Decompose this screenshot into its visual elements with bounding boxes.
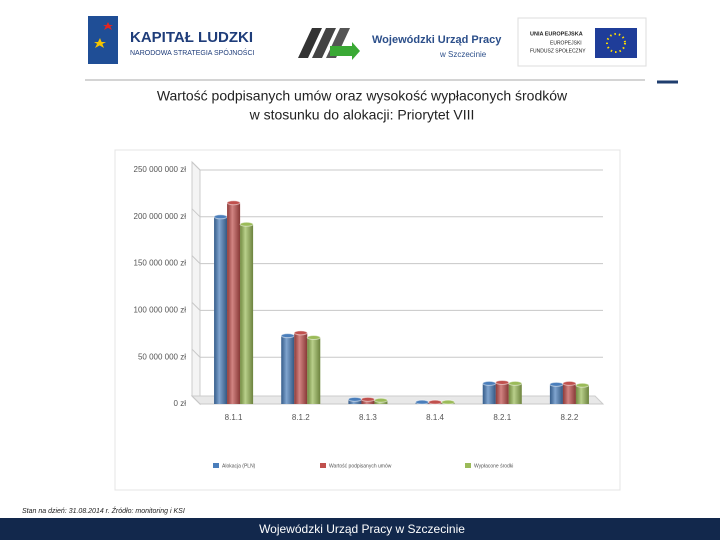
logo-eu: UNIA EUROPEJSKA EUROPEJSKI FUNDUSZ SPOŁE… xyxy=(517,17,647,67)
bar-shade xyxy=(508,383,522,404)
bar-top xyxy=(508,380,523,386)
grid-line xyxy=(191,302,603,311)
bar-top xyxy=(441,399,456,405)
bar-shade xyxy=(214,216,228,404)
bar-group xyxy=(213,214,228,404)
bar-top xyxy=(415,399,430,405)
bar-top xyxy=(226,200,241,206)
logo-text: UNIA EUROPEJSKA xyxy=(530,31,583,37)
bar-top xyxy=(575,382,590,388)
x-tick-label: 8.2.2 xyxy=(561,413,579,422)
legend-swatch xyxy=(465,463,471,468)
bar-shade xyxy=(575,385,589,404)
bar-group xyxy=(226,200,241,404)
legend-swatch xyxy=(213,463,219,468)
y-tick-label: 50 000 000 zł xyxy=(138,352,186,361)
grid-line xyxy=(191,208,603,218)
floor xyxy=(190,395,605,405)
y-tick-label: 200 000 000 zł xyxy=(134,212,187,221)
logo-text: FUNDUSZ SPOŁECZNY xyxy=(530,48,586,54)
bar-group xyxy=(306,335,321,404)
bar-top xyxy=(239,221,254,227)
footer-text: Wojewódzki Urząd Pracy w Szczecinie xyxy=(259,522,465,536)
bar-group xyxy=(347,396,362,404)
bar-top xyxy=(360,396,375,402)
footer-bar xyxy=(0,518,720,540)
bar-group xyxy=(508,380,523,404)
logo-wup: Wojewódzki Urząd Pracy w Szczecinie xyxy=(298,28,502,60)
bar-group xyxy=(562,380,577,404)
bar-group xyxy=(482,380,497,404)
legend-swatch xyxy=(320,463,326,468)
bar-shade xyxy=(562,383,576,404)
logo-kapital-ludzki: KAPITAŁ LUDZKI NARODOWA STRATEGIA SPÓJNO… xyxy=(88,16,255,64)
bar-group xyxy=(415,399,430,405)
bar-top xyxy=(562,380,577,386)
plot: 0 zł 50 000 000 zł 100 000 000 zł 150 000 0… xyxy=(134,160,605,469)
legend-label: Wypłacone środki xyxy=(474,463,513,469)
logo-text: w Szczecinie xyxy=(439,50,487,59)
wall xyxy=(191,160,201,406)
bar-shade xyxy=(482,383,496,404)
bar-top xyxy=(482,380,497,386)
bar-shade xyxy=(495,382,509,404)
grid-line xyxy=(191,161,603,171)
bar-top xyxy=(347,396,362,402)
chart-frame xyxy=(114,149,621,491)
y-tick-label: 100 000 000 zł xyxy=(134,306,187,315)
bar-group xyxy=(293,330,308,404)
x-tick-label: 8.1.4 xyxy=(426,413,444,422)
bar-shade xyxy=(549,384,563,404)
footnote: Stan na dzień: 31.08.2014 r. Źródło: mon… xyxy=(22,506,185,515)
bar-group xyxy=(280,333,295,404)
bar-shade xyxy=(281,335,295,404)
bar-group xyxy=(239,221,254,404)
legend-label: Alokacja (PLN) xyxy=(222,463,256,469)
bar-group xyxy=(549,381,564,404)
bar-group xyxy=(441,399,456,405)
bar-top xyxy=(549,381,564,387)
bar-shade xyxy=(227,202,241,404)
logo-text: Wojewódzki Urząd Pracy xyxy=(372,34,502,46)
chart-title: Wartość podpisanych umów oraz wysokość w… xyxy=(157,88,568,104)
logo-text: EUROPEJSKI xyxy=(550,40,582,46)
bar-group xyxy=(495,379,510,404)
legend-label: Wartość podpisanych umów xyxy=(329,463,392,469)
bar-top xyxy=(293,330,308,336)
logo-text: KAPITAŁ LUDZKI xyxy=(130,29,253,46)
bar-top xyxy=(213,214,228,220)
y-tick-label: 250 000 000 zł xyxy=(134,165,187,174)
grid-line xyxy=(191,395,603,405)
bar-top xyxy=(306,335,321,341)
bar-group xyxy=(428,399,443,405)
x-tick-label: 8.2.1 xyxy=(493,413,511,422)
grid-line xyxy=(191,255,603,265)
logo-text: NARODOWA STRATEGIA SPÓJNOŚCI xyxy=(130,48,255,57)
bar-shade xyxy=(240,224,254,404)
bar-top xyxy=(280,333,295,339)
bar-shade xyxy=(294,332,308,404)
bar-group xyxy=(360,396,375,404)
y-tick-label: 150 000 000 zł xyxy=(134,259,187,268)
x-tick-label: 8.1.2 xyxy=(292,413,310,422)
bar-top xyxy=(373,397,388,403)
x-tick-label: 8.1.3 xyxy=(359,413,377,422)
bar-top xyxy=(495,379,510,385)
bar-top xyxy=(428,399,443,405)
bar-group xyxy=(575,382,590,404)
grid-line xyxy=(191,348,603,358)
chart-title: w stosunku do alokacji: Priorytet VIII xyxy=(249,107,475,123)
x-tick-label: 8.1.1 xyxy=(225,413,243,422)
bar-group xyxy=(373,397,388,404)
bar-shade xyxy=(307,337,321,404)
y-tick-label: 0 zł xyxy=(174,399,187,408)
